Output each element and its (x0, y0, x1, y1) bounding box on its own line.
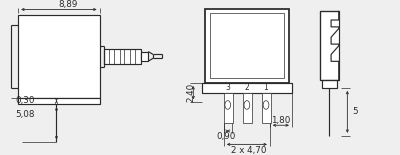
Bar (210, 13, 284, 78)
Bar (202, 83, 292, 93)
Bar (224, 93, 232, 123)
Bar (141, 52, 148, 61)
Text: 2,40: 2,40 (187, 83, 196, 102)
Bar (320, 11, 339, 80)
Text: 5,08: 5,08 (15, 110, 35, 119)
Text: 2 x 4,70: 2 x 4,70 (231, 146, 266, 155)
Text: 0,30: 0,30 (15, 96, 35, 105)
Bar (262, 93, 271, 123)
Bar (243, 93, 252, 123)
Text: 8,89: 8,89 (59, 0, 78, 9)
Bar (205, 9, 289, 83)
Text: 2: 2 (244, 83, 249, 92)
Text: 0,90: 0,90 (216, 132, 236, 141)
Text: 5: 5 (352, 107, 358, 116)
Text: 1: 1 (264, 83, 268, 92)
Bar (18, 15, 100, 97)
Ellipse shape (244, 101, 250, 109)
Bar (104, 49, 141, 64)
Bar (322, 80, 337, 88)
Text: 3: 3 (225, 83, 230, 92)
Ellipse shape (225, 101, 231, 109)
Ellipse shape (263, 101, 269, 109)
Text: 1,80: 1,80 (271, 116, 290, 125)
Bar (18, 97, 100, 104)
